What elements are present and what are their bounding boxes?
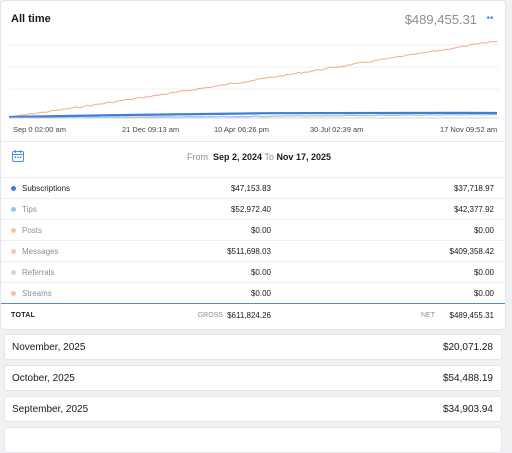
earnings-table: Subscriptions $47,153.83 $37,718.97 Tips… [1,177,505,327]
month-card-partial[interactable] [4,427,502,453]
gross-label: GROSS [197,312,223,319]
month-card-november[interactable]: November, 2025 $20,071.28 [4,334,502,360]
table-row-referrals: Referrals $0.00 $0.00 [1,261,505,282]
row-gross: $0.00 [250,226,271,235]
more-options-icon[interactable]: •• [486,13,494,24]
row-net: $0.00 [473,226,494,235]
x-tick-label: 17 Nov 09:52 am [440,125,498,134]
month-label: October, 2025 [12,373,75,384]
period-title: All time [11,13,51,25]
x-tick-label: 21 Dec 09:13 am [122,125,180,134]
month-value: $54,488.19 [442,373,493,384]
month-value: $20,071.28 [442,342,493,353]
divider [1,141,505,142]
earnings-chart: Sep 0 02:00 am 21 Dec 09:13 am 10 Apr 06… [9,29,499,139]
series-dot [11,207,16,212]
row-label: Streams [22,289,52,298]
tips-series-line [9,113,498,119]
row-label: Posts [22,226,43,235]
row-gross: $0.00 [250,268,271,277]
x-tick-label: 30 Jul 02:39 am [310,125,364,134]
row-net: $0.00 [473,289,494,298]
series-dot [11,228,16,233]
table-row-tips: Tips $52,972.40 $42,377.92 [1,198,505,219]
net-label: NET [421,312,435,319]
from-label: From [187,152,208,162]
row-label: Subscriptions [22,184,71,193]
date-range-row: From Sep 2, 2024 To Nov 17, 2025 [1,147,505,169]
row-label: Tips [22,205,37,214]
month-label: November, 2025 [12,342,86,353]
table-row-streams: Streams $0.00 $0.00 [1,282,505,303]
from-date: Sep 2, 2024 [213,152,263,162]
table-total-row: TOTAL GROSS $611,824.26 NET $489,455.31 [1,303,505,327]
row-gross: $52,972.40 [230,205,271,214]
row-label: Referrals [22,268,55,277]
table-row-posts: Posts $0.00 $0.00 [1,219,505,240]
table-row-messages: Messages $511,698.03 $409,358.42 [1,240,505,261]
to-date: Nov 17, 2025 [276,152,331,162]
earnings-series-line [9,41,497,118]
table-row-subscriptions: Subscriptions $47,153.83 $37,718.97 [1,177,505,198]
total-net: $489,455.31 [449,311,495,320]
row-net: $409,358.42 [449,247,495,256]
series-dot [11,270,16,275]
row-net: $37,718.97 [453,184,494,193]
month-label: September, 2025 [12,404,89,415]
month-card-september[interactable]: September, 2025 $34,903.94 [4,396,502,422]
series-dot [11,291,16,296]
calendar-icon[interactable] [12,150,24,162]
total-gross: $611,824.26 [227,311,271,320]
subscriptions-series-line [9,111,498,119]
chart-canvas [9,41,499,119]
row-gross: $47,153.83 [230,184,271,193]
total-label: TOTAL [11,312,36,319]
to-label: To [264,152,274,162]
row-net: $0.00 [473,268,494,277]
row-label: Messages [22,247,59,256]
period-total: $489,455.31 [404,12,477,27]
series-dot [11,186,16,191]
series-dot [11,249,16,254]
card-header: All time $489,455.31 •• [11,12,497,29]
month-card-october[interactable]: October, 2025 $54,488.19 [4,365,502,391]
x-tick-label: 10 Apr 06:26 pm [214,125,270,134]
date-range-text[interactable]: From Sep 2, 2024 To Nov 17, 2025 [187,152,331,162]
row-net: $42,377.92 [453,205,494,214]
month-value: $34,903.94 [442,404,493,415]
x-tick-label: Sep 0 02:00 am [13,125,66,134]
earnings-card: All time $489,455.31 •• Sep 0 02:00 am 2… [0,0,506,330]
row-gross: $511,698.03 [227,247,271,256]
row-gross: $0.00 [250,289,271,298]
